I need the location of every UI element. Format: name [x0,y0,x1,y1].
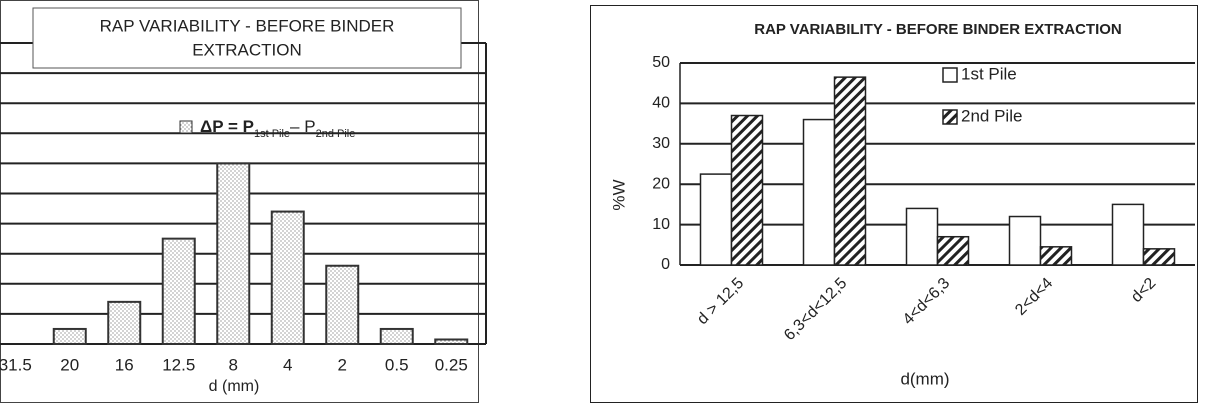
bar [52,327,87,346]
y-tick-label: 10 [652,216,670,233]
x-axis-label: d(mm) [900,369,949,388]
y-tick-label: 40 [652,95,670,112]
bar [905,207,939,266]
title-box [32,7,462,69]
bar [833,76,867,266]
legend-swatch [942,67,958,83]
chart-title: RAP VARIABILITY - BEFORE BINDER EXTRACTI… [754,21,1122,38]
bar [1111,203,1145,266]
legend-label: ΔP = P1st Pile– P2nd Pile [200,117,355,139]
bar [270,210,305,345]
y-tick-label: 0 [661,256,670,273]
legend-part: ΔP = P [200,117,254,136]
bar [802,118,836,266]
x-axis-label: d (mm) [209,378,260,395]
x-tick-label: 8 [229,355,238,374]
x-tick-label: 16 [115,355,134,374]
x-tick-label: 0.5 [385,355,409,374]
legend-part: 1st Pile [254,128,290,140]
x-tick-label: 4 [283,355,292,374]
bar [936,235,970,266]
right-frame [590,5,1198,403]
y-tick-label: 50 [652,54,670,71]
bar [325,264,360,345]
legend-label: 1st Pile [961,64,1017,83]
y-tick-label: 30 [652,135,670,152]
y-axis-label: %W [609,179,628,210]
x-tick-label: 2 [338,355,347,374]
bar [434,338,469,345]
legend-label: 2nd Pile [961,106,1022,125]
legend-part: – P [290,117,316,136]
x-tick-label: 20 [60,355,79,374]
x-tick-label: 12.5 [162,355,195,374]
bar [1008,215,1042,266]
bar [161,237,196,345]
x-tick-label: 0.25 [435,355,468,374]
x-tick-label: 31.5 [0,355,32,374]
chart-title: EXTRACTION [192,40,302,59]
bar [1039,246,1073,266]
legend-part: 2nd Pile [316,128,356,140]
bar [730,114,764,266]
legend-swatch [942,109,958,125]
bar [1142,248,1176,266]
legend-swatch [179,120,193,134]
y-tick-label: 20 [652,175,670,192]
bar [216,162,251,345]
bar [107,300,142,345]
bar [379,327,414,346]
chart-title: RAP VARIABILITY - BEFORE BINDER [100,16,395,35]
bar [699,173,733,266]
